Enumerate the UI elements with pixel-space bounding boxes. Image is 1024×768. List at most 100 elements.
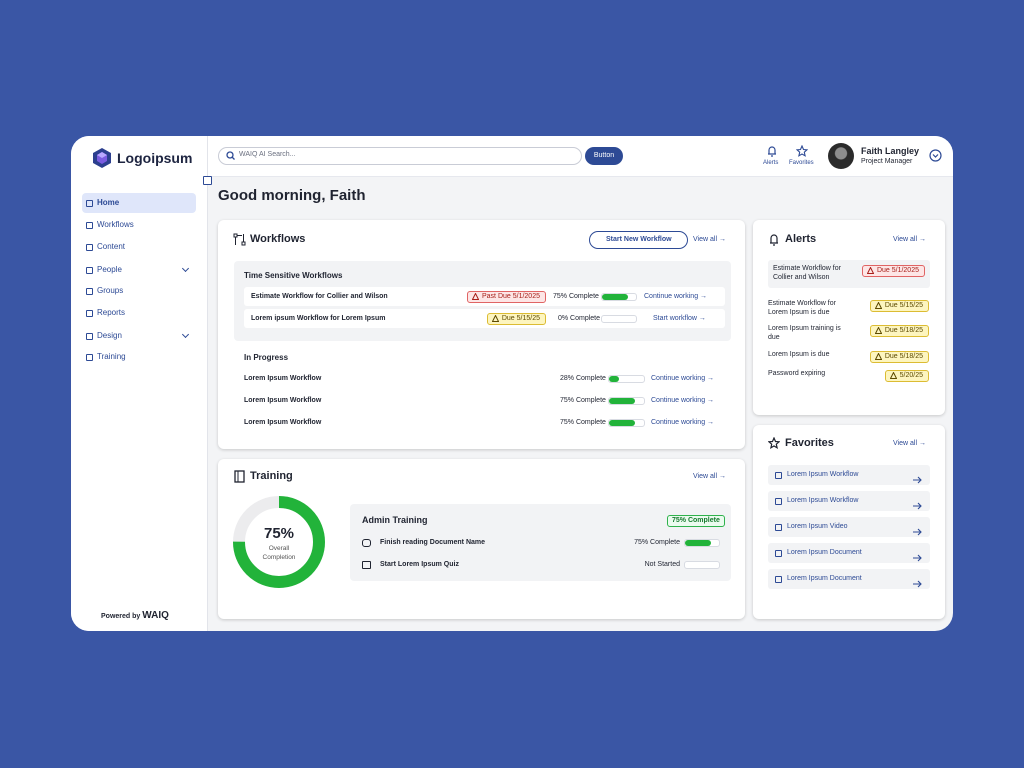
- sidebar: [71, 136, 208, 631]
- powered-brand: WAIQ: [142, 610, 169, 621]
- warning-icon: [866, 266, 875, 278]
- nav-icon: [86, 222, 93, 229]
- favorite-item[interactable]: [768, 517, 930, 537]
- progress-fill: [685, 540, 711, 546]
- nav-item[interactable]: Content: [97, 242, 126, 251]
- nav-item[interactable]: Training: [97, 352, 126, 361]
- powered-by: Powered by WAIQ: [101, 610, 169, 621]
- star-icon[interactable]: [796, 145, 808, 157]
- nav-icon: [86, 354, 93, 361]
- progress-track: [608, 397, 645, 405]
- nav-item[interactable]: Workflows: [97, 220, 134, 229]
- favorite-arrow: [913, 471, 922, 489]
- progress-label: 75% Complete: [560, 397, 606, 404]
- favorites-view-all[interactable]: View all →: [893, 440, 926, 447]
- avatar[interactable]: [828, 143, 854, 169]
- progress-label: 75% Complete: [553, 293, 599, 300]
- progress-fill: [609, 420, 636, 426]
- warning-icon: [889, 371, 897, 383]
- workflow-name: Estimate Workflow for Collier and Wilson: [251, 293, 388, 300]
- progress-fill: [609, 398, 636, 404]
- due-badge: Due 5/1/2025: [861, 265, 925, 278]
- primary-button[interactable]: Button: [585, 147, 623, 165]
- warning-icon: [491, 314, 500, 326]
- due-badge: Past Due 5/1/2025: [467, 291, 546, 303]
- bell-icon: [770, 234, 778, 246]
- in-progress-title: In Progress: [244, 353, 289, 362]
- nav-item[interactable]: Home: [97, 198, 120, 207]
- alert-text: Lorem Ipsum training is due: [768, 325, 841, 341]
- favorite-item[interactable]: [768, 465, 930, 485]
- favorite-name: Lorem Ipsum Workflow: [787, 497, 859, 504]
- powered-label: Powered by: [101, 613, 141, 620]
- warning-icon: [874, 326, 883, 338]
- donut-chart: [233, 496, 325, 588]
- row-icon: [362, 539, 371, 547]
- donut-label: 75%: [263, 525, 295, 542]
- workflow-icon: [233, 233, 246, 246]
- progress-label: 75% Complete: [560, 419, 606, 426]
- workflows-view-all[interactable]: View all →: [693, 236, 726, 243]
- workflow-name: Lorem Ipsum Workflow: [244, 419, 322, 426]
- warning-icon: [471, 292, 480, 304]
- bell-icon[interactable]: [766, 145, 778, 157]
- training-view-all[interactable]: View all →: [693, 473, 726, 480]
- favorite-item[interactable]: [768, 569, 930, 589]
- workflow-action[interactable]: Continue working →: [644, 293, 708, 300]
- workflow-action[interactable]: Continue working →: [651, 419, 715, 426]
- admin-title: Admin Training: [362, 515, 428, 525]
- progress-track: [684, 561, 720, 569]
- progress-label: 75% Complete: [634, 539, 680, 546]
- nav-item[interactable]: People: [97, 265, 122, 274]
- workflow-action[interactable]: Continue working →: [651, 375, 715, 382]
- nav-item[interactable]: Reports: [97, 308, 126, 317]
- progress-track: [601, 293, 637, 301]
- progress-fill: [602, 294, 628, 300]
- workflow-name: Lorem ipsum Workflow for Lorem Ipsum: [251, 315, 386, 322]
- workflow-name: Lorem Ipsum Workflow: [244, 375, 322, 382]
- favorite-item[interactable]: [768, 543, 930, 563]
- favorite-name: Lorem Ipsum Document: [787, 575, 862, 582]
- due-badge: Due 5/15/25: [869, 300, 929, 312]
- favorite-icon: [775, 576, 782, 583]
- favorite-name: Lorem Ipsum Video: [787, 523, 848, 530]
- user-menu[interactable]: [929, 149, 942, 162]
- workflow-name: Lorem Ipsum Workflow: [244, 397, 322, 404]
- due-badge: 5/20/25: [884, 370, 929, 383]
- start-new-workflow[interactable]: Start New Workflow: [589, 231, 688, 249]
- favorite-arrow: [913, 497, 922, 515]
- workflows-title: Workflows: [250, 233, 306, 245]
- book-icon: [234, 470, 245, 483]
- progress-track: [601, 315, 637, 323]
- logo-icon: [93, 148, 111, 168]
- favorites-label: Favorites: [789, 160, 814, 166]
- nav-icon: [86, 200, 93, 207]
- nav-icon: [86, 244, 93, 251]
- due-badge: Due 5/18/25: [869, 325, 929, 338]
- nav-item[interactable]: Design: [97, 331, 122, 340]
- favorite-icon: [775, 472, 782, 479]
- alert-text: Password expiring: [768, 370, 826, 377]
- progress-track: [608, 375, 645, 383]
- time-sensitive-title: Time Sensitive Workflows: [244, 271, 343, 280]
- alert-text: Lorem Ipsum is due: [768, 351, 830, 358]
- collapse-toggle[interactable]: [203, 176, 212, 185]
- favorite-name: Lorem Ipsum Document: [787, 549, 862, 556]
- favorite-icon: [775, 524, 782, 531]
- search-icon: [226, 151, 235, 160]
- workflow-action[interactable]: Continue working →: [651, 397, 715, 404]
- nav-icon: [86, 288, 93, 295]
- alert-text: Estimate Workflow for Lorem Ipsum is due: [768, 300, 836, 316]
- favorite-name: Lorem Ipsum Workflow: [787, 471, 859, 478]
- search-box[interactable]: [218, 147, 582, 165]
- workflow-action[interactable]: Start workflow →: [653, 315, 706, 322]
- favorite-item[interactable]: [768, 491, 930, 511]
- nav-active-bg: [82, 193, 196, 213]
- nav-item[interactable]: Groups: [97, 286, 124, 295]
- warning-icon: [874, 352, 883, 364]
- favorite-icon: [775, 498, 782, 505]
- alerts-view-all[interactable]: View all →: [893, 236, 926, 243]
- search-placeholder: WAIQ AI Search...: [239, 151, 296, 158]
- favorite-arrow: [913, 523, 922, 541]
